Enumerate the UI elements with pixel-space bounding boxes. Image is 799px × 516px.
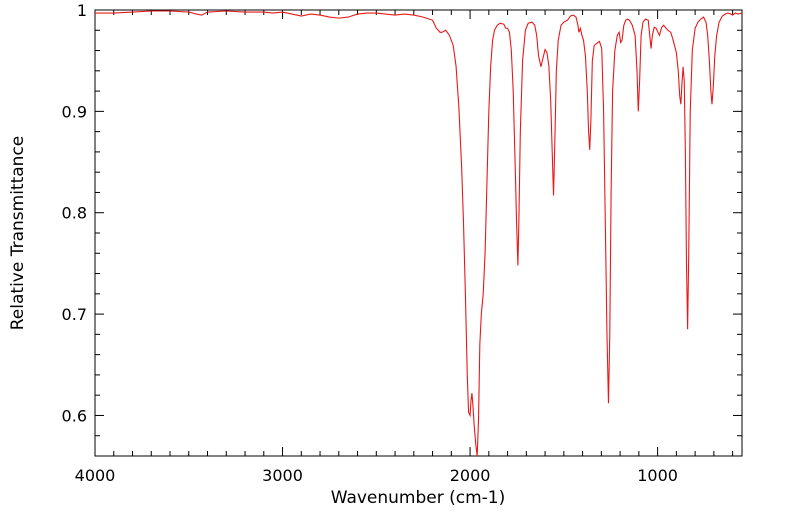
y-tick-label: 0.8: [62, 204, 87, 223]
y-tick-labels: 0.6 0.7 0.8 0.9 1: [62, 1, 87, 425]
x-tick-labels: 4000 3000 2000 1000: [75, 466, 678, 485]
spectrum-line: [95, 10, 743, 457]
y-tick-label: 0.7: [62, 305, 87, 324]
x-tick-label: 4000: [75, 466, 116, 485]
x-axis-title: Wavenumber (cm-1): [331, 488, 506, 508]
y-tick-label: 0.6: [62, 406, 87, 425]
x-tick-label: 2000: [450, 466, 491, 485]
plot-frame: [94, 9, 743, 457]
axis-ticks: [94, 9, 742, 457]
y-tick-label: 1: [77, 1, 87, 20]
y-tick-label: 0.9: [62, 102, 87, 121]
x-tick-label: 1000: [637, 466, 678, 485]
y-axis-title: Relative Transmittance: [8, 136, 28, 331]
x-tick-label: 3000: [262, 466, 303, 485]
